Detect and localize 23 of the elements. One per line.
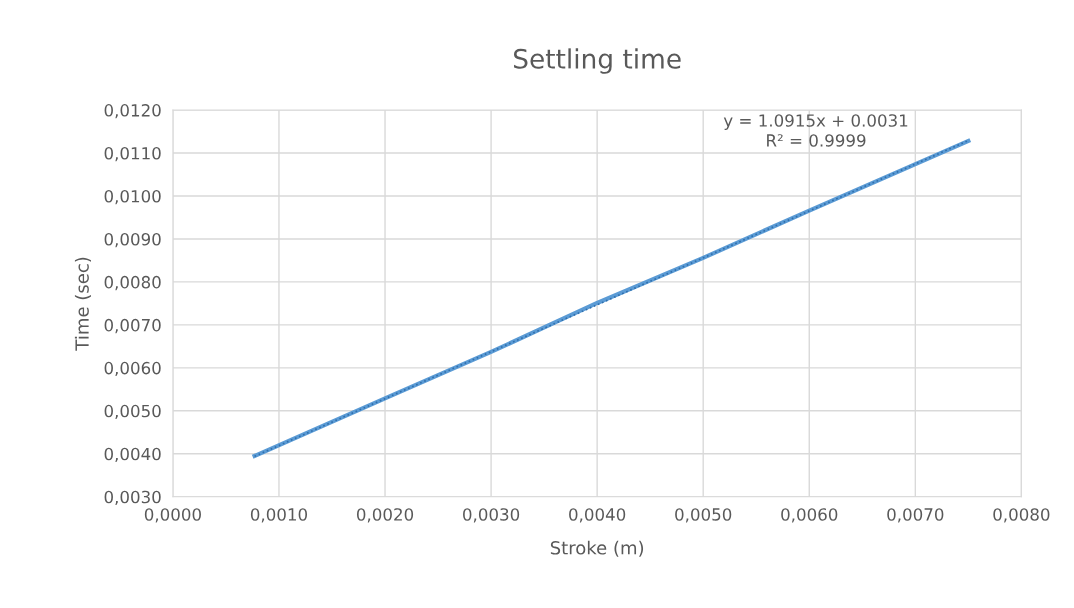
x-tick-label: 0,0010 [250,508,308,523]
y-tick-label: 0,0110 [104,146,161,162]
y-tick-label: 0,0080 [104,275,161,291]
x-tick-label: 0,0080 [993,508,1050,523]
x-tick-label: 0,0040 [569,508,626,523]
y-tick-label: 0,0120 [104,104,161,119]
y-axis-title: Time (sec) [74,257,91,351]
y-tick-label: 0,0030 [104,490,161,506]
x-tick-label: 0,0060 [781,508,838,523]
x-tick-label: 0,0020 [356,508,414,523]
x-axis-title: Stroke (m) [550,540,644,557]
y-tick-label: 0,0090 [104,232,161,248]
y-tick-label: 0,0050 [104,404,161,420]
x-tick-label: 0,0000 [144,508,201,523]
y-tick-label: 0,0100 [104,189,161,205]
x-tick-label: 0,0050 [675,508,732,523]
x-tick-label: 0,0070 [887,508,944,523]
y-tick-label: 0,0060 [104,361,161,377]
y-tick-label: 0,0040 [104,447,161,463]
y-tick-label: 0,0070 [104,318,161,334]
chart-title: Settling time [513,48,681,74]
x-tick-label: 0,0030 [463,508,520,523]
annotation: y = 1.0915x + 0.0031 R² = 0.9999 [723,114,908,147]
